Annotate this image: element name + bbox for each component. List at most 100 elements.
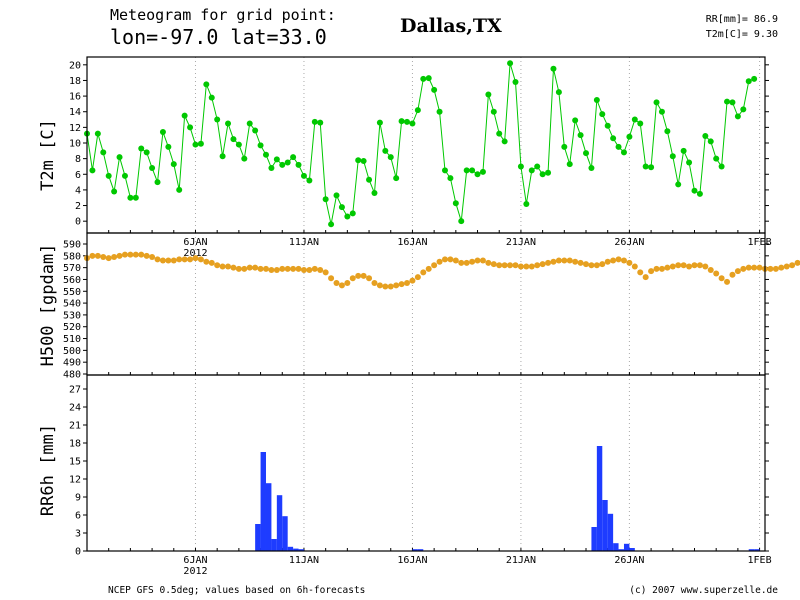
t2m-point [539,171,546,178]
t2m-point [241,155,248,162]
rr6h-bar [596,446,603,551]
y-tick-label: 500 [63,346,81,357]
h500-point [691,262,698,269]
h500-point [539,261,546,268]
h500-point [208,259,215,266]
y-tick-label: 2 [75,201,81,212]
t2m-point [669,153,676,160]
x-year-label: 2012 [183,566,207,577]
h500-point [528,263,535,270]
h500-point [138,251,145,258]
t2m-line [86,63,755,225]
y-tick-label: 12 [69,123,81,134]
h500-point [268,267,275,273]
h500-point [252,264,259,271]
t2m-point [686,159,693,166]
h500-point [176,256,183,263]
h500-point [696,262,703,269]
t2m-point [561,143,568,150]
title-line1: Meteogram for grid point: [110,6,336,24]
h500-point [214,262,221,269]
t2m-point [512,79,519,86]
h500-point [322,269,329,276]
h500-point [441,256,448,263]
h500-point [192,255,199,262]
t2m-point [718,163,725,170]
h500-point [669,263,676,270]
t2m-point [604,122,611,129]
h500-point [507,262,514,269]
h500-point [615,256,622,263]
h500-point [767,265,774,272]
t2m-point [230,136,237,143]
h500-point [572,258,579,265]
h500-point [187,256,194,263]
h500-point [740,265,747,272]
h500-point [599,261,606,268]
h500-point [295,265,302,272]
x-tick-label: 6JAN [183,237,207,248]
t2m-point [311,118,318,125]
h500-point [713,270,720,277]
t2m-point [458,218,465,225]
y-tick-label: 16 [69,92,81,103]
t2m-point [219,153,226,160]
x-tick-label: 16JAN [397,555,427,566]
t2m-point [170,161,177,168]
y-tick-label: 14 [69,107,81,118]
x-tick-label: 11JAN [289,237,319,248]
h500-point [241,265,248,272]
t2m-point [295,161,302,168]
t2m-point [338,204,345,211]
t2m-point [225,120,232,127]
h500-point [279,265,286,272]
t2m-point [583,150,590,157]
x-tick-label: 21JAN [506,555,536,566]
t2m-point [322,196,329,203]
rr6h-bar [607,513,614,551]
footer-copyright: (c) 2007 www.superzelle.de [629,585,778,596]
t2m-point [360,157,367,164]
t2m-point [165,143,172,150]
t2m-point [485,91,492,98]
h500-point [414,274,421,281]
t2m-point [344,213,351,220]
t2m-point [626,133,633,140]
t2m-point [132,194,139,201]
h500-point [436,258,443,265]
h500-point [588,262,595,269]
rr6h-bar [629,548,635,551]
y-axis-label: H500 [gpdam] [38,244,58,367]
rr6h-bar [271,539,277,551]
h500-point [463,259,470,266]
h500-point [393,282,400,289]
t2m-point [317,119,324,126]
h500-point [328,275,335,282]
y-tick-label: 9 [75,493,81,504]
x-tick-label: 6JAN [183,555,207,566]
t2m-point [696,190,703,197]
rr6h-bar [293,548,299,551]
h500-point [404,280,411,286]
h500-point [604,258,611,265]
t2m-point [545,169,552,176]
t2m-point [176,186,183,193]
y-tick-label: 520 [63,322,81,333]
h500-point [127,251,134,258]
y-axis-label: RR6h [mm] [38,424,58,516]
h500-point [756,264,763,271]
x-tick-label: 1FEB [748,555,772,566]
t2m-point [409,120,416,127]
y-tick-label: 530 [63,310,81,321]
h500-point [783,263,790,270]
h500-point [550,258,557,265]
rr6h-bar [623,543,630,551]
h500-point [311,265,318,272]
h500-point [230,264,237,271]
h500-point [306,267,313,273]
y-tick-label: 18 [69,76,81,87]
t2m-point [599,111,606,118]
h500-point [235,265,242,272]
h500-point [675,262,682,269]
y-tick-label: 10 [69,139,81,150]
